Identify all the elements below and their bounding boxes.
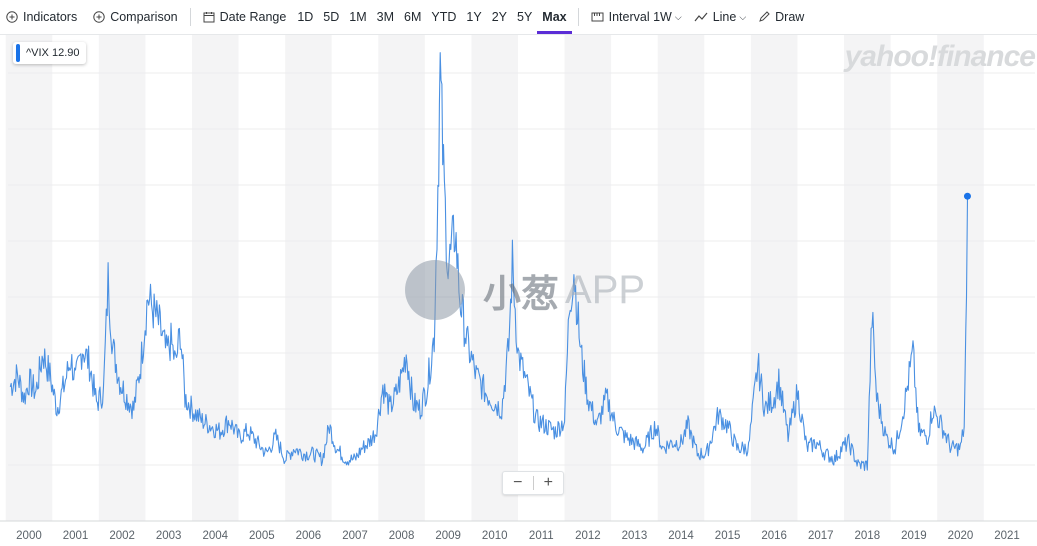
watermark-cn: 小葱: [483, 273, 560, 316]
x-tick-label: 2018: [855, 530, 881, 542]
year-band: [750, 35, 798, 521]
x-tick-label: 2002: [109, 530, 135, 542]
year-band: [5, 35, 53, 521]
indicators-button[interactable]: Indicators: [0, 0, 83, 34]
year-band: [937, 35, 984, 521]
toolbar-divider: [189, 8, 191, 26]
x-tick-label: 2014: [668, 530, 694, 542]
comparison-button[interactable]: Comparison: [87, 0, 183, 34]
ruler-icon: [591, 12, 604, 22]
watermark: 小葱 APP: [405, 260, 645, 320]
range-2y[interactable]: 2Y: [491, 10, 507, 24]
range-1d[interactable]: 1D: [297, 10, 314, 24]
range-1y[interactable]: 1Y: [466, 10, 482, 24]
range-selector: 1D 5D 1M 3M 6M YTD 1Y 2Y 5Y Max: [292, 0, 572, 34]
year-band: [471, 35, 519, 521]
plus-circle-icon: [93, 11, 105, 23]
series-color-swatch: [16, 44, 20, 62]
x-tick-label: 2004: [202, 530, 228, 542]
range-ytd[interactable]: YTD: [431, 10, 457, 24]
yahoo-finance-logo: yahoo!finance: [844, 40, 1036, 73]
chart-type-button[interactable]: Line ⌵: [688, 0, 752, 34]
chevron-down-icon: ⌵: [674, 11, 682, 22]
zoom-control: − +: [502, 471, 564, 495]
year-band: [98, 35, 146, 521]
legend-symbol: ^VIX: [26, 47, 49, 59]
year-band: [191, 35, 239, 521]
indicators-label: Indicators: [23, 10, 78, 24]
calendar-icon: [203, 12, 215, 23]
range-3m[interactable]: 3M: [376, 10, 395, 24]
vix-price-chart[interactable]: 2000 2001 2002 2003 2004 2005 2006 2007 2008 2009…: [0, 35, 1037, 546]
year-band: [285, 35, 332, 521]
date-range-label: Date Range: [219, 10, 287, 24]
interval-button[interactable]: Interval 1W ⌵: [585, 0, 688, 34]
comparison-label: Comparison: [110, 10, 178, 24]
legend-value: 12.90: [51, 47, 80, 59]
watermark-app: APP: [565, 267, 646, 312]
interval-value: 1W: [653, 10, 672, 24]
x-tick-label: 2011: [529, 530, 554, 542]
x-tick-label: 2007: [342, 530, 368, 542]
zoom-out-button[interactable]: −: [513, 474, 523, 491]
plus-circle-icon: [6, 11, 18, 23]
x-tick-label: 2000: [16, 530, 42, 542]
toolbar-divider: [577, 8, 579, 26]
x-tick-label: 2009: [435, 530, 461, 542]
x-tick-label: 2003: [156, 530, 182, 542]
x-tick-label: 2005: [249, 530, 275, 542]
x-tick-label: 2021: [994, 530, 1020, 542]
zoom-divider: [532, 476, 534, 490]
vix-series-line: [9, 52, 969, 472]
x-tick-label: 2019: [901, 530, 927, 542]
zoom-in-button[interactable]: +: [543, 474, 553, 491]
line-chart-icon: [694, 12, 708, 22]
x-tick-label: 2006: [296, 530, 322, 542]
year-band: [564, 35, 612, 521]
range-6m[interactable]: 6M: [404, 10, 422, 24]
watermark-logo-icon: [405, 260, 465, 320]
x-tick-label: 2017: [808, 530, 834, 542]
pencil-icon: [759, 11, 770, 22]
x-tick-label: 2013: [622, 530, 648, 542]
x-tick-label: 2001: [63, 530, 89, 542]
chart-toolbar: Indicators Comparison Date Range 1D 5D 1M 3…: [0, 0, 1037, 35]
range-1m[interactable]: 1M: [349, 10, 367, 24]
draw-label: Draw: [775, 10, 805, 24]
range-5y[interactable]: 5Y: [517, 10, 533, 24]
year-band: [844, 35, 891, 521]
x-tick-label: 2015: [715, 530, 741, 542]
chevron-down-icon: ⌵: [739, 11, 747, 22]
interval-label: Interval: [608, 10, 650, 24]
range-5d[interactable]: 5D: [323, 10, 340, 24]
date-range-button[interactable]: Date Range: [197, 0, 293, 34]
x-tick-label: 2010: [482, 530, 508, 542]
series-legend[interactable]: ^VIX 12.90: [13, 42, 86, 64]
range-max[interactable]: Max: [537, 0, 572, 34]
chart-type-label: Line: [712, 10, 737, 24]
x-tick-label: 2016: [761, 530, 787, 542]
x-tick-label: 2008: [389, 530, 415, 542]
x-tick-label: 2012: [575, 530, 601, 542]
last-value-dot: [963, 192, 971, 200]
draw-button[interactable]: Draw: [752, 0, 810, 34]
x-tick-label: 2020: [948, 530, 974, 542]
